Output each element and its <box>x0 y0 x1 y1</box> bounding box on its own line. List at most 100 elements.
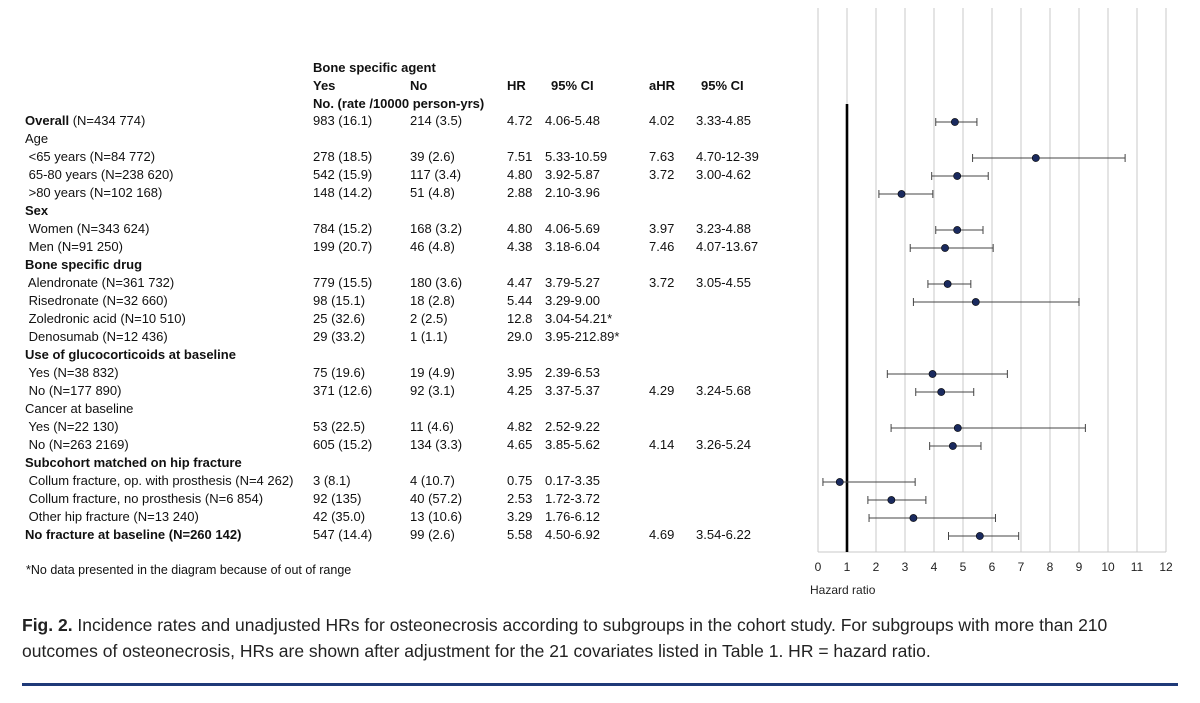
cell-yes: 199 (20.7) <box>313 239 373 254</box>
group-title: Bone specific agent <box>313 60 436 75</box>
cell-hr: 2.53 <box>507 491 533 506</box>
hr-point <box>937 388 946 396</box>
row-label-text: Subcohort matched on hip fracture <box>25 455 242 470</box>
row-label-text: Collum fracture, op. with prosthesis (N=… <box>25 473 294 488</box>
cell-no: 2 (2.5) <box>410 311 448 326</box>
cell-ahr: 7.46 <box>649 239 675 254</box>
cell-aci: 3.33-4.85 <box>696 113 751 128</box>
row-label: Yes (N=38 832) <box>25 365 119 381</box>
row-label: Cancer at baseline <box>25 401 133 417</box>
hr-point <box>1031 154 1040 162</box>
row-label: Zoledronic acid (N=10 510) <box>25 311 186 327</box>
cell-yes: 92 (135) <box>313 491 362 506</box>
row-label-text: Yes (N=38 832) <box>25 365 119 380</box>
cell-no: 13 (10.6) <box>410 509 463 524</box>
cell-yes: 3 (8.1) <box>313 473 351 488</box>
cell-ci: 4.50-6.92 <box>545 527 600 542</box>
cell-ci: 3.79-5.27 <box>545 275 600 290</box>
row-label-text: Women (N=343 624) <box>25 221 150 236</box>
cell-ahr: 7.63 <box>649 149 675 164</box>
row-label: 65-80 years (N=238 620) <box>25 167 174 183</box>
x-tick-label: 4 <box>931 560 938 574</box>
cell-no: 4 (10.7) <box>410 473 455 488</box>
cell-ahr: 3.72 <box>649 275 675 290</box>
cell-yes: 605 (15.2) <box>313 437 373 452</box>
row-label-text: No fracture at baseline (N=260 142) <box>25 527 242 542</box>
x-tick-label: 10 <box>1101 560 1115 574</box>
row-label-text: Denosumab (N=12 436) <box>25 329 168 344</box>
cell-ci: 2.39-6.53 <box>545 365 600 380</box>
row-label: Subcohort matched on hip fracture <box>25 455 242 471</box>
row-label-text: Collum fracture, no prosthesis (N=6 854) <box>25 491 264 506</box>
row-label-text: 65-80 years (N=238 620) <box>25 167 174 182</box>
cell-hr: 7.51 <box>507 149 533 164</box>
cell-aci: 4.70-12-39 <box>696 149 759 164</box>
row-label-text: Men (N=91 250) <box>25 239 123 254</box>
x-tick-label: 9 <box>1076 560 1083 574</box>
cell-hr: 29.0 <box>507 329 533 344</box>
row-label-text: Alendronate (N=361 732) <box>25 275 175 290</box>
cell-hr: 5.58 <box>507 527 533 542</box>
cell-no: 40 (57.2) <box>410 491 463 506</box>
row-label: Collum fracture, no prosthesis (N=6 854) <box>25 491 263 507</box>
x-tick-label: 1 <box>844 560 851 574</box>
cell-no: 99 (2.6) <box>410 527 455 542</box>
row-label: >80 years (N=102 168) <box>25 185 163 201</box>
cell-ci: 3.92-5.87 <box>545 167 600 182</box>
row-label-text: Sex <box>25 203 49 218</box>
cell-no: 134 (3.3) <box>410 437 463 452</box>
row-label-text: No (N=263 2169) <box>25 437 129 452</box>
cell-no: 46 (4.8) <box>410 239 455 254</box>
cell-hr: 4.65 <box>507 437 533 452</box>
cell-yes: 148 (14.2) <box>313 185 373 200</box>
cell-ahr: 3.97 <box>649 221 675 236</box>
cell-no: 19 (4.9) <box>410 365 455 380</box>
row-label: <65 years (N=84 772) <box>25 149 155 165</box>
cell-aci: 4.07-13.67 <box>696 239 759 254</box>
cell-yes: 42 (35.0) <box>313 509 366 524</box>
x-tick-label: 11 <box>1131 560 1144 574</box>
cell-no: 180 (3.6) <box>410 275 463 290</box>
cell-hr: 4.80 <box>507 167 533 182</box>
row-label-text: Use of glucocorticoids at baseline <box>25 347 236 362</box>
x-tick-label: 12 <box>1159 560 1173 574</box>
cell-aci: 3.00-4.62 <box>696 167 751 182</box>
row-label: Collum fracture, op. with prosthesis (N=… <box>25 473 294 489</box>
cell-ci: 5.33-10.59 <box>545 149 608 164</box>
hr-point <box>887 496 896 504</box>
cell-ci: 2.10-3.96 <box>545 185 600 200</box>
x-axis-label: Hazard ratio <box>810 583 876 597</box>
row-label: No (N=263 2169) <box>25 437 129 453</box>
cell-yes: 75 (19.6) <box>313 365 366 380</box>
cell-yes: 98 (15.1) <box>313 293 366 308</box>
cell-ahr: 4.69 <box>649 527 675 542</box>
cell-yes: 542 (15.9) <box>313 167 373 182</box>
cell-hr: 3.95 <box>507 365 533 380</box>
hr-point <box>953 226 962 234</box>
cell-aci: 3.23-4.88 <box>696 221 751 236</box>
cell-ci: 3.95-212.89* <box>545 329 620 344</box>
cell-ci: 2.52-9.22 <box>545 419 600 434</box>
cell-aci: 3.26-5.24 <box>696 437 751 452</box>
cell-hr: 0.75 <box>507 473 533 488</box>
cell-ci: 3.04-54.21* <box>545 311 613 326</box>
cell-ahr: 4.14 <box>649 437 675 452</box>
hr-point <box>897 190 906 198</box>
row-label: Bone specific drug <box>25 257 142 273</box>
cell-aci: 3.05-4.55 <box>696 275 751 290</box>
hr-point <box>835 478 844 486</box>
x-tick-label: 2 <box>873 560 880 574</box>
cell-hr: 4.82 <box>507 419 533 434</box>
cell-yes: 547 (14.4) <box>313 527 373 542</box>
row-label: No (N=177 890) <box>25 383 122 399</box>
row-label-text: Yes (N=22 130) <box>25 419 119 434</box>
cell-no: 117 (3.4) <box>410 167 462 182</box>
caption-text: Incidence rates and unadjusted HRs for o… <box>22 615 1108 661</box>
cell-hr: 4.25 <box>507 383 533 398</box>
cell-no: 168 (3.2) <box>410 221 463 236</box>
cell-no: 51 (4.8) <box>410 185 455 200</box>
cell-yes: 784 (15.2) <box>313 221 373 236</box>
x-tick-label: 8 <box>1047 560 1054 574</box>
hr-point <box>975 532 984 540</box>
